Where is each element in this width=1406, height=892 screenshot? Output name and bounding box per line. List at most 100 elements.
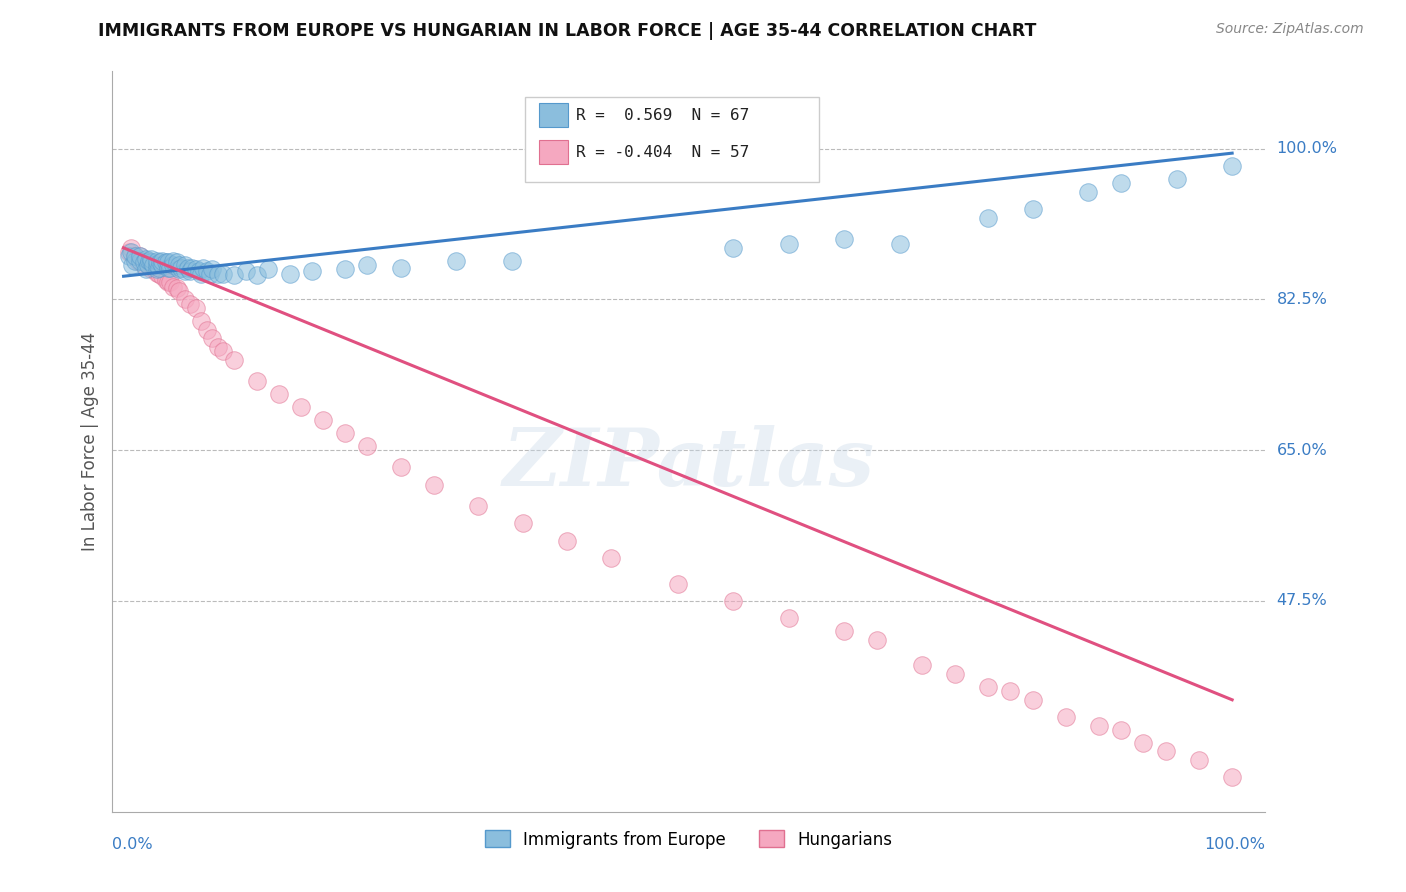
Point [290,400,312,414]
Point [246,268,269,283]
Point [150,258,173,272]
Point [193,260,215,275]
Point [118,250,141,264]
Point [181,260,204,275]
Point [198,267,221,281]
Point [166,281,188,295]
Text: IMMIGRANTS FROM EUROPE VS HUNGARIAN IN LABOR FORCE | AGE 35-44 CORRELATION CHART: IMMIGRANTS FROM EUROPE VS HUNGARIAN IN L… [98,22,1036,40]
Point [142,258,165,272]
Point [911,658,934,673]
Point [212,344,235,359]
Point [142,260,165,275]
Point [150,269,173,284]
Point [356,258,378,272]
Point [146,253,169,268]
Legend: Immigrants from Europe, Hungarians: Immigrants from Europe, Hungarians [478,823,900,855]
Point [138,253,160,268]
Point [889,236,911,251]
Point [129,250,152,264]
Point [184,301,207,315]
Text: 47.5%: 47.5% [1277,593,1327,608]
Point [512,516,534,531]
Point [977,680,1000,694]
Point [156,255,179,269]
Point [124,250,146,264]
Text: 100.0%: 100.0% [1205,837,1265,852]
Point [335,262,357,277]
Point [162,253,184,268]
Point [666,576,689,591]
Point [167,258,190,272]
Point [156,260,179,275]
Point [118,245,141,260]
Point [179,297,201,311]
Point [501,253,523,268]
Point [1111,176,1133,190]
Point [832,232,855,246]
Point [173,293,195,307]
Point [159,260,181,275]
Point [1132,736,1154,750]
Text: Source: ZipAtlas.com: Source: ZipAtlas.com [1216,22,1364,37]
FancyBboxPatch shape [538,103,568,127]
Text: 100.0%: 100.0% [1277,141,1337,156]
Point [136,258,159,272]
Point [312,413,335,427]
Point [162,258,184,272]
Point [167,262,190,277]
Point [177,260,200,275]
Point [1220,770,1243,784]
Text: R = -0.404  N = 57: R = -0.404 N = 57 [576,145,749,160]
Text: 0.0%: 0.0% [112,837,153,852]
Point [124,250,146,264]
Point [1000,684,1022,698]
Point [235,264,257,278]
Point [207,340,229,354]
FancyBboxPatch shape [538,140,568,164]
Point [1188,753,1211,767]
Point [1111,723,1133,737]
Point [155,273,177,287]
Point [146,258,169,272]
Point [301,264,323,278]
Point [723,241,745,255]
Point [129,253,152,268]
Point [207,267,229,281]
Point [555,533,578,548]
Point [467,499,489,513]
Point [190,314,212,328]
Point [135,262,157,277]
Point [173,258,195,272]
Point [444,253,467,268]
Point [150,253,173,268]
Point [866,632,889,647]
Point [146,266,169,280]
Point [423,477,446,491]
Point [156,275,179,289]
Point [1021,202,1043,216]
Point [1154,744,1177,758]
Text: R =  0.569  N = 67: R = 0.569 N = 67 [576,108,749,122]
Point [162,279,184,293]
Point [778,611,800,625]
Text: 82.5%: 82.5% [1277,292,1327,307]
Point [127,253,149,268]
Point [173,264,195,278]
Point [201,262,224,277]
Point [135,252,157,266]
Point [149,255,172,269]
Point [723,594,745,608]
Point [148,260,170,275]
Point [246,374,269,388]
Point [224,352,246,367]
Point [832,624,855,638]
Point [124,253,146,268]
Point [335,425,357,440]
Point [256,262,278,277]
Point [132,258,155,272]
Text: 65.0%: 65.0% [1277,442,1327,458]
Point [1088,718,1111,732]
Y-axis label: In Labor Force | Age 35-44: In Labor Force | Age 35-44 [80,332,98,551]
Point [1021,693,1043,707]
Point [195,323,218,337]
